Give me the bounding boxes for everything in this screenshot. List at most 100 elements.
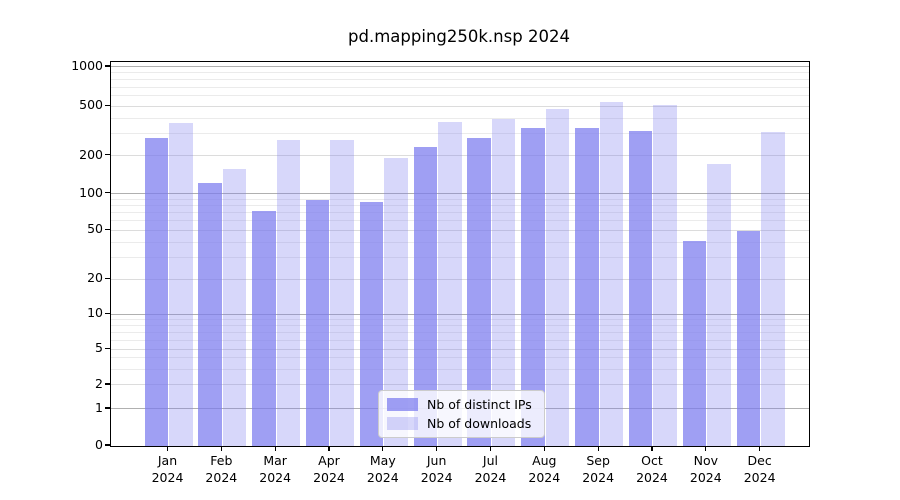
x-tick-label-sep: Sep 2024 (582, 453, 615, 485)
x-tick-mark (543, 446, 545, 451)
grid-line-3 (111, 368, 809, 370)
bar-distinct-ips-feb (198, 183, 222, 446)
y-tick-label-100: 100 (79, 184, 103, 200)
grid-line-600 (111, 95, 809, 97)
bar-distinct-ips-apr (305, 200, 330, 446)
grid-line-700 (111, 86, 809, 88)
grid-line-10 (111, 313, 809, 315)
bar-distinct-ips-aug (521, 128, 545, 446)
y-tick-label-2: 2 (95, 375, 103, 391)
bar-downloads-feb (222, 168, 247, 446)
bar-downloads-nov (707, 164, 731, 446)
bar-distinct-ips-nov (682, 240, 707, 446)
grid-line-100 (111, 193, 809, 195)
x-tick-mark (759, 446, 761, 451)
grid-line-1000 (111, 66, 809, 68)
bar-distinct-ips-oct (628, 131, 653, 446)
bar-downloads-dec (761, 131, 785, 446)
x-tick-mark (274, 446, 276, 451)
y-tick-mark (105, 347, 110, 349)
x-tick-label-jun: Jun 2024 (420, 453, 453, 485)
bar-downloads-may (384, 157, 408, 446)
legend: Nb of distinct IPs Nb of downloads (378, 390, 545, 438)
chart-title: pd.mapping250k.nsp 2024 (348, 27, 570, 46)
bar-distinct-ips-sep (575, 128, 599, 446)
x-tick-label-apr: Apr 2024 (313, 453, 345, 485)
grid-line-30 (111, 257, 809, 259)
grid-line-90 (111, 198, 809, 200)
grid-line-20 (111, 278, 809, 280)
x-tick-mark (382, 446, 384, 451)
x-tick-mark (166, 446, 169, 451)
legend-label-downloads: Nb of downloads (427, 416, 532, 431)
y-tick-mark (105, 277, 110, 279)
grid-line-5 (111, 348, 809, 350)
grid-line-40 (111, 241, 809, 243)
legend-swatch-downloads (387, 417, 418, 430)
legend-label-distinct-ips: Nb of distinct IPs (427, 397, 532, 412)
y-tick-mark (105, 154, 110, 156)
bar-distinct-ips-jan (144, 137, 168, 446)
y-tick-mark (105, 444, 110, 446)
x-tick-label-nov: Nov 2024 (689, 453, 722, 485)
bar-distinct-ips-may (359, 202, 384, 446)
y-tick-label-50: 50 (87, 221, 103, 237)
bar-distinct-ips-jul (467, 138, 491, 446)
y-tick-label-500: 500 (79, 97, 103, 113)
y-tick-mark (105, 192, 110, 194)
grid-line-200 (111, 155, 809, 157)
grid-line-7 (111, 331, 809, 333)
bar-downloads-apr (330, 139, 354, 446)
x-tick-mark (328, 446, 330, 451)
grid-line-70 (111, 212, 809, 214)
bar-downloads-oct (653, 104, 677, 446)
grid-line-900 (111, 72, 809, 74)
grid-line-300 (111, 133, 809, 135)
y-tick-mark (105, 65, 110, 67)
x-tick-label-feb: Feb 2024 (205, 453, 238, 485)
bar-distinct-ips-dec (736, 231, 761, 446)
y-tick-label-5: 5 (95, 340, 103, 356)
grid-line-800 (111, 79, 809, 81)
bar-downloads-jun (438, 121, 462, 446)
x-tick-mark (436, 446, 438, 451)
grid-line-50 (111, 229, 809, 231)
x-tick-mark (651, 446, 653, 451)
x-tick-label-mar: Mar 2024 (259, 453, 292, 485)
grid-line-400 (111, 117, 809, 119)
bar-downloads-jul (491, 118, 516, 446)
grid-line-9 (111, 319, 809, 321)
y-tick-mark (105, 407, 110, 409)
x-tick-label-aug: Aug 2024 (528, 453, 561, 485)
x-tick-label-dec: Dec 2024 (743, 453, 776, 485)
x-tick-label-oct: Oct 2024 (636, 453, 668, 485)
y-tick-label-1: 1 (95, 399, 103, 415)
grid-line-2 (111, 384, 809, 386)
grid-line-60 (111, 220, 809, 222)
grid-line-4 (111, 357, 809, 359)
x-tick-label-jul: Jul 2024 (474, 453, 507, 485)
legend-item-downloads: Nb of downloads (387, 416, 536, 431)
x-tick-label-may: May 2024 (366, 453, 399, 485)
bar-downloads-jan (169, 122, 193, 446)
x-tick-mark (489, 446, 492, 451)
legend-swatch-distinct-ips (387, 398, 418, 411)
grid-line-6 (111, 339, 809, 341)
y-tick-mark (105, 104, 110, 106)
y-tick-label-10: 10 (87, 305, 103, 321)
y-tick-mark (105, 383, 110, 385)
x-tick-mark (220, 446, 222, 451)
bar-distinct-ips-jun (413, 147, 438, 446)
bar-distinct-ips-mar (252, 211, 276, 446)
y-tick-label-20: 20 (87, 270, 103, 286)
x-tick-mark (705, 446, 707, 451)
grid-line-500 (111, 105, 809, 107)
grid-line-80 (111, 204, 809, 206)
y-tick-label-0: 0 (95, 437, 103, 452)
legend-item-distinct-ips: Nb of distinct IPs (387, 397, 536, 412)
bar-downloads-mar (276, 140, 301, 446)
x-tick-label-jan: Jan 2024 (151, 453, 184, 485)
y-tick-label-200: 200 (79, 146, 103, 162)
grid-line-8 (111, 325, 809, 327)
